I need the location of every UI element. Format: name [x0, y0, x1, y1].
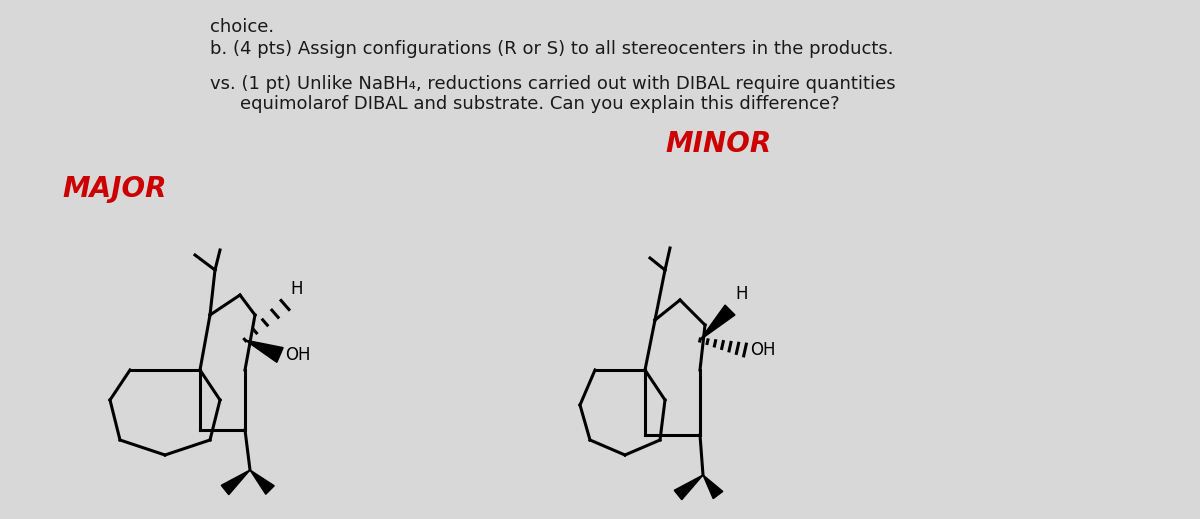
Polygon shape — [674, 475, 703, 500]
Text: OH: OH — [750, 341, 775, 359]
Text: OH: OH — [286, 346, 311, 364]
Text: MAJOR: MAJOR — [62, 175, 167, 203]
Polygon shape — [703, 475, 722, 499]
Text: H: H — [734, 285, 748, 303]
Text: H: H — [290, 280, 302, 298]
Text: vs. (1 pt) Unlike NaBH₄, reductions carried out with DIBAL require quantities: vs. (1 pt) Unlike NaBH₄, reductions carr… — [210, 75, 895, 93]
Polygon shape — [700, 305, 734, 340]
Polygon shape — [221, 470, 250, 495]
Text: equimolarof DIBAL and substrate. Can you explain this difference?: equimolarof DIBAL and substrate. Can you… — [240, 95, 840, 113]
Text: b. (4 pts) Assign configurations (R or S) to all stereocenters in the products.: b. (4 pts) Assign configurations (R or S… — [210, 40, 894, 58]
Text: choice.: choice. — [210, 18, 274, 36]
Polygon shape — [245, 340, 283, 362]
Polygon shape — [250, 470, 275, 494]
Text: MINOR: MINOR — [665, 130, 772, 158]
